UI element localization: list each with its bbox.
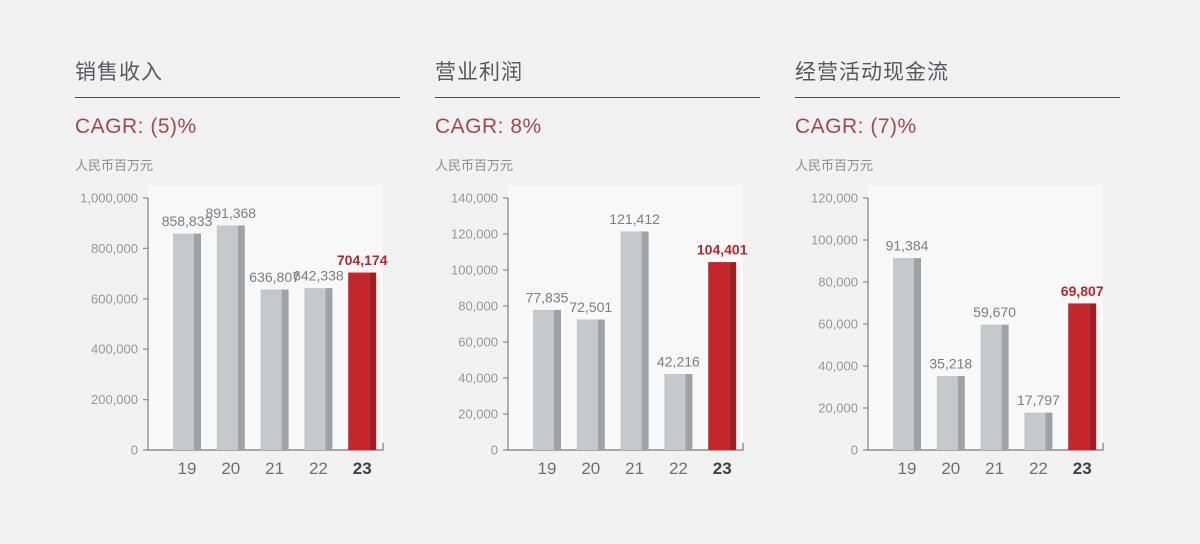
unit-label-sales-revenue: 人民币百万元 — [75, 158, 154, 173]
x-axis-label-20: 20 — [941, 459, 960, 478]
bar-edge-20 — [597, 319, 605, 450]
y-axis-tick-label: 40,000 — [458, 371, 498, 386]
y-axis-tick-label: 20,000 — [818, 401, 858, 416]
x-axis-label-23: 23 — [713, 459, 732, 478]
bar-edge-21 — [641, 231, 649, 450]
y-axis-tick-label: 120,000 — [451, 227, 498, 242]
unit-label-operating-profit: 人民币百万元 — [435, 158, 514, 173]
y-axis-tick-label: 60,000 — [818, 317, 858, 332]
bar-value-label-23: 704,174 — [337, 252, 388, 268]
x-axis-label-23: 23 — [1073, 459, 1092, 478]
bar-edge-19 — [554, 309, 561, 450]
bar-20 — [576, 319, 598, 450]
x-axis-label-21: 21 — [985, 459, 1004, 478]
x-axis-label-20: 20 — [581, 459, 600, 478]
x-axis-label-22: 22 — [669, 459, 688, 478]
bar-edge-21 — [1001, 324, 1009, 450]
y-axis-tick-label: 0 — [131, 443, 138, 458]
y-axis-tick-label: 200,000 — [91, 392, 138, 407]
y-axis-tick-label: 800,000 — [91, 241, 138, 256]
bar-edge-22 — [1045, 412, 1053, 450]
bar-edge-20 — [957, 376, 965, 450]
x-axis-label-23: 23 — [353, 459, 372, 478]
bar-23 — [708, 262, 730, 450]
cagr-label-operating-cash-flow: CAGR: (7)% — [795, 115, 917, 138]
bar-chart-operating-cash-flow: 0 20,000 40,000 60,000 80,000 100,000 120,000 9… — [811, 185, 1104, 478]
bar-value-label-19: 858,833 — [162, 213, 213, 229]
chart-title-sales-revenue: 销售收入 — [75, 56, 400, 98]
y-axis-tick-label: 40,000 — [818, 359, 858, 374]
bar-value-label-22: 17,797 — [1017, 392, 1060, 408]
chart-title-operating-cash-flow: 经营活动现金流 — [795, 56, 1120, 98]
x-axis-label-22: 22 — [309, 459, 328, 478]
x-axis-label-22: 22 — [1029, 459, 1048, 478]
cagr-label-operating-profit: CAGR: 8% — [435, 115, 542, 138]
charts-row: 销售收入 CAGR: (5)% 人民币百万元 0 200,000 400,000 60… — [75, 56, 1125, 494]
y-axis-tick-label: 20,000 — [458, 407, 498, 422]
bar-edge-20 — [237, 225, 245, 450]
x-axis-label-21: 21 — [625, 459, 644, 478]
cagr-label-sales-revenue: CAGR: (5)% — [75, 115, 197, 138]
chart-title-operating-profit: 营业利润 — [435, 56, 760, 98]
y-axis-tick-label: 1,000,000 — [80, 191, 138, 206]
bar-22 — [304, 288, 326, 450]
bar-value-label-21: 59,670 — [973, 304, 1016, 320]
bar-21 — [980, 324, 1002, 450]
chart-card-sales-revenue: 销售收入 CAGR: (5)% 人民币百万元 0 200,000 400,000 60… — [75, 56, 400, 494]
bar-21 — [620, 231, 642, 450]
y-axis-tick-label: 140,000 — [451, 191, 498, 206]
x-axis-label-20: 20 — [221, 459, 240, 478]
bar-value-label-20: 891,368 — [205, 205, 256, 221]
bar-value-label-19: 91,384 — [886, 238, 929, 254]
x-axis-label-19: 19 — [178, 459, 197, 478]
x-axis-label-19: 19 — [898, 459, 917, 478]
y-axis-tick-label: 600,000 — [91, 291, 138, 306]
unit-label-operating-cash-flow: 人民币百万元 — [795, 158, 874, 173]
bar-edge-22 — [325, 288, 333, 450]
bar-edge-23 — [729, 262, 737, 450]
bar-19 — [173, 233, 194, 450]
bar-22 — [664, 374, 686, 450]
bar-chart-operating-profit: 0 20,000 40,000 60,000 80,000 100,000 120,000 1… — [451, 185, 748, 478]
bar-22 — [1024, 412, 1046, 450]
bar-value-label-23: 69,807 — [1061, 283, 1104, 299]
bar-value-label-22: 642,338 — [293, 268, 344, 284]
chart-card-operating-cash-flow: 经营活动现金流 CAGR: (7)% 人民币百万元 0 20,000 40,000 6… — [795, 56, 1120, 494]
bar-value-label-19: 77,835 — [526, 289, 569, 305]
bar-value-label-20: 72,501 — [569, 299, 612, 315]
bar-edge-23 — [1089, 303, 1097, 450]
y-axis-tick-label: 80,000 — [458, 299, 498, 314]
bar-21 — [260, 289, 282, 450]
bar-19 — [533, 309, 554, 450]
bar-20 — [216, 225, 238, 450]
chart-card-operating-profit: 营业利润 CAGR: 8% 人民币百万元 0 20,000 40,000 60,000… — [435, 56, 760, 494]
bar-edge-19 — [194, 233, 201, 450]
x-axis-label-19: 19 — [538, 459, 557, 478]
y-axis-tick-label: 60,000 — [458, 335, 498, 350]
y-axis-tick-label: 100,000 — [451, 263, 498, 278]
bar-value-label-21: 636,807 — [249, 269, 300, 285]
bar-23 — [1068, 303, 1090, 450]
bar-value-label-20: 35,218 — [929, 356, 972, 372]
bar-20 — [936, 376, 958, 450]
y-axis-tick-label: 400,000 — [91, 342, 138, 357]
bar-edge-22 — [685, 374, 693, 450]
bar-23 — [348, 272, 370, 450]
bar-value-label-21: 121,412 — [609, 211, 660, 227]
y-axis-tick-label: 0 — [491, 443, 498, 458]
y-axis-tick-label: 80,000 — [818, 275, 858, 290]
y-axis-tick-label: 120,000 — [811, 191, 858, 206]
y-axis-tick-label: 100,000 — [811, 233, 858, 248]
bar-19 — [893, 258, 914, 450]
x-axis-label-21: 21 — [265, 459, 284, 478]
bar-edge-19 — [914, 258, 921, 450]
bar-value-label-23: 104,401 — [697, 242, 748, 258]
bar-value-label-22: 42,216 — [657, 354, 700, 370]
bar-chart-sales-revenue: 0 200,000 400,000 600,000 800,000 1,000,000 85… — [80, 185, 388, 478]
y-axis-tick-label: 0 — [851, 443, 858, 458]
bar-edge-23 — [369, 272, 377, 450]
bar-edge-21 — [281, 289, 289, 450]
